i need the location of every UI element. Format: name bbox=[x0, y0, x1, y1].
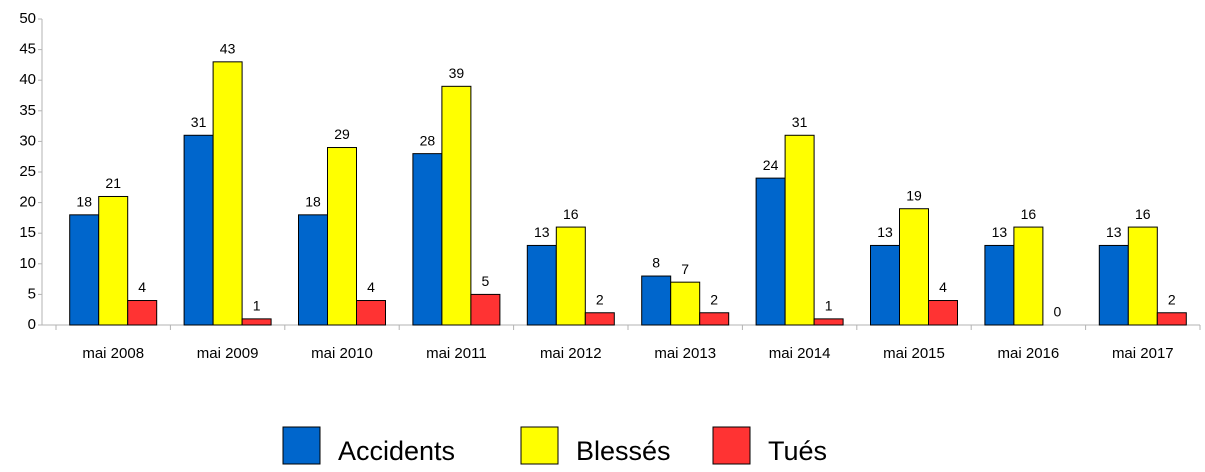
bar bbox=[899, 208, 929, 326]
y-tick-label: 0 bbox=[28, 316, 36, 333]
y-tick-label: 45 bbox=[19, 41, 36, 58]
data-label: 2 bbox=[710, 291, 718, 307]
y-tick-label: 10 bbox=[19, 255, 36, 272]
bar bbox=[670, 281, 701, 326]
y-tick-label: 30 bbox=[19, 132, 36, 149]
bar bbox=[241, 318, 272, 326]
data-label: 16 bbox=[563, 206, 579, 222]
legend-swatch bbox=[712, 426, 751, 465]
bar bbox=[1156, 312, 1187, 326]
y-tick-label: 35 bbox=[19, 102, 36, 119]
data-label: 13 bbox=[1106, 224, 1122, 240]
bar bbox=[1013, 226, 1044, 326]
legend-label: Blessés bbox=[576, 436, 671, 466]
bar bbox=[127, 300, 158, 326]
data-label: 24 bbox=[763, 157, 779, 173]
bar bbox=[584, 312, 615, 326]
x-tick-label: mai 2017 bbox=[1112, 345, 1174, 362]
bar bbox=[1098, 244, 1129, 326]
y-tick-label: 50 bbox=[19, 10, 36, 27]
bar bbox=[526, 244, 557, 326]
x-tick-label: mai 2013 bbox=[654, 345, 716, 362]
data-label: 16 bbox=[1021, 206, 1037, 222]
bar bbox=[470, 293, 501, 326]
data-label: 4 bbox=[939, 279, 947, 295]
data-label: 43 bbox=[220, 41, 236, 57]
bar bbox=[356, 300, 386, 326]
data-label: 4 bbox=[367, 279, 375, 295]
data-label: 2 bbox=[596, 291, 604, 307]
x-tick-label: mai 2011 bbox=[426, 345, 487, 362]
data-label: 8 bbox=[652, 255, 660, 271]
bar bbox=[327, 147, 357, 326]
legend-label: Accidents bbox=[338, 436, 455, 466]
data-label: 2 bbox=[1168, 291, 1176, 307]
data-label: 39 bbox=[449, 65, 465, 81]
y-tick-label: 40 bbox=[19, 71, 36, 88]
legend-swatch bbox=[282, 426, 321, 465]
bar bbox=[412, 153, 443, 326]
x-tick-label: mai 2008 bbox=[82, 345, 144, 362]
data-label: 4 bbox=[138, 279, 146, 295]
x-tick-label: mai 2009 bbox=[197, 345, 259, 362]
bar bbox=[555, 226, 586, 326]
bar bbox=[183, 134, 214, 326]
y-tick-label: 15 bbox=[19, 224, 36, 241]
bar bbox=[813, 318, 844, 326]
data-label: 1 bbox=[253, 298, 261, 314]
bar bbox=[755, 177, 786, 326]
data-label: 0 bbox=[1054, 304, 1062, 320]
data-label: 21 bbox=[105, 175, 121, 191]
data-label: 13 bbox=[992, 224, 1008, 240]
x-tick-label: mai 2016 bbox=[998, 345, 1060, 362]
bar bbox=[699, 312, 730, 326]
legend-label: Tués bbox=[768, 436, 827, 466]
data-label: 13 bbox=[877, 224, 893, 240]
y-tick-label: 20 bbox=[19, 194, 36, 211]
bar bbox=[212, 61, 243, 326]
data-label: 13 bbox=[534, 224, 550, 240]
y-tick-label: 5 bbox=[28, 285, 36, 302]
bar bbox=[870, 244, 900, 326]
x-tick-label: mai 2015 bbox=[883, 345, 945, 362]
bar bbox=[98, 195, 129, 326]
data-label: 16 bbox=[1135, 206, 1151, 222]
data-label: 18 bbox=[76, 194, 92, 210]
y-tick-label: 25 bbox=[19, 163, 36, 180]
data-label: 5 bbox=[482, 273, 490, 289]
bar bbox=[298, 214, 328, 326]
x-tick-label: mai 2010 bbox=[311, 345, 373, 362]
bar bbox=[928, 300, 958, 326]
data-label: 18 bbox=[305, 194, 321, 210]
bar bbox=[1127, 226, 1158, 326]
bar bbox=[641, 275, 672, 326]
data-label: 31 bbox=[191, 114, 207, 130]
legend-swatch bbox=[520, 426, 559, 465]
x-tick-label: mai 2012 bbox=[540, 345, 602, 362]
data-label: 7 bbox=[681, 261, 689, 277]
bar bbox=[984, 244, 1015, 326]
data-label: 31 bbox=[792, 114, 808, 130]
bar bbox=[69, 214, 100, 326]
bar bbox=[784, 134, 815, 326]
data-label: 29 bbox=[334, 126, 350, 142]
data-label: 1 bbox=[825, 298, 833, 314]
x-tick-label: mai 2014 bbox=[769, 345, 831, 362]
data-label: 19 bbox=[906, 187, 922, 203]
bar bbox=[441, 85, 472, 326]
data-label: 28 bbox=[420, 132, 436, 148]
